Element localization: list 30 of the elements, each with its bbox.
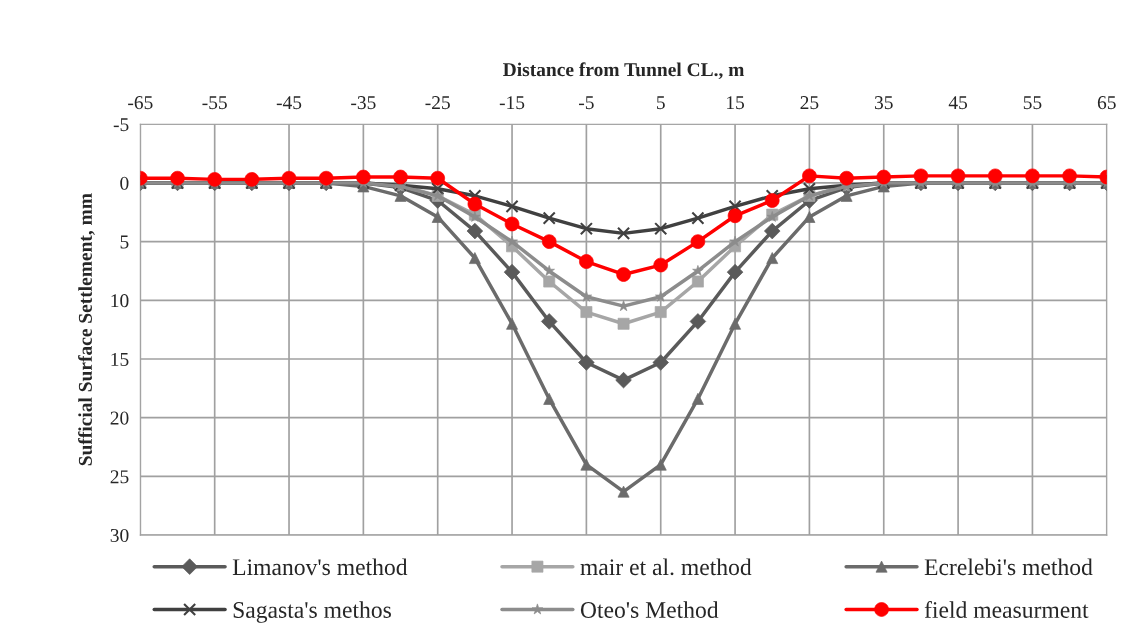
legend-label: field measurment xyxy=(924,601,1089,618)
legend-label: Sagasta's methos xyxy=(233,601,391,623)
legend-label: Ecrelebi's method xyxy=(924,558,1093,576)
x-tick-label: 45 xyxy=(948,96,968,110)
x-tick-label: -35 xyxy=(351,96,376,110)
y-tick-label: 10 xyxy=(111,294,129,308)
x-tick-label: -55 xyxy=(202,96,227,110)
legend-label: Limanov's method xyxy=(232,558,408,576)
y-tick-label: 0 xyxy=(120,176,129,190)
y-axis-title: Sufficial Surface Settlement, mm xyxy=(78,193,95,466)
y-tick-label: 15 xyxy=(111,352,129,366)
x-tick-label: 65 xyxy=(1097,96,1116,110)
legend-label: mair et al. method xyxy=(580,558,752,576)
x-tick-label: 15 xyxy=(727,96,745,110)
x-tick-label: -5 xyxy=(579,96,594,110)
x-tick-label: 5 xyxy=(657,96,665,110)
y-tick-label: 20 xyxy=(110,411,129,425)
y-tick-label: 25 xyxy=(110,470,129,484)
x-tick-label: -65 xyxy=(128,96,153,110)
x-tick-label: -45 xyxy=(276,96,302,110)
x-tick-label: 35 xyxy=(874,96,893,110)
x-tick-label: -25 xyxy=(425,96,450,110)
x-axis-title: Distance from Tunnel CL., m xyxy=(503,62,745,80)
y-tick-label: -5 xyxy=(113,118,129,132)
x-tick-label: -15 xyxy=(499,96,525,110)
y-tick-label: 30 xyxy=(110,528,129,543)
x-tick-label: 25 xyxy=(800,96,819,110)
y-tick-label: 5 xyxy=(120,235,129,249)
x-tick-label: 55 xyxy=(1023,96,1042,110)
legend-label: Oteo's Method xyxy=(580,601,719,618)
